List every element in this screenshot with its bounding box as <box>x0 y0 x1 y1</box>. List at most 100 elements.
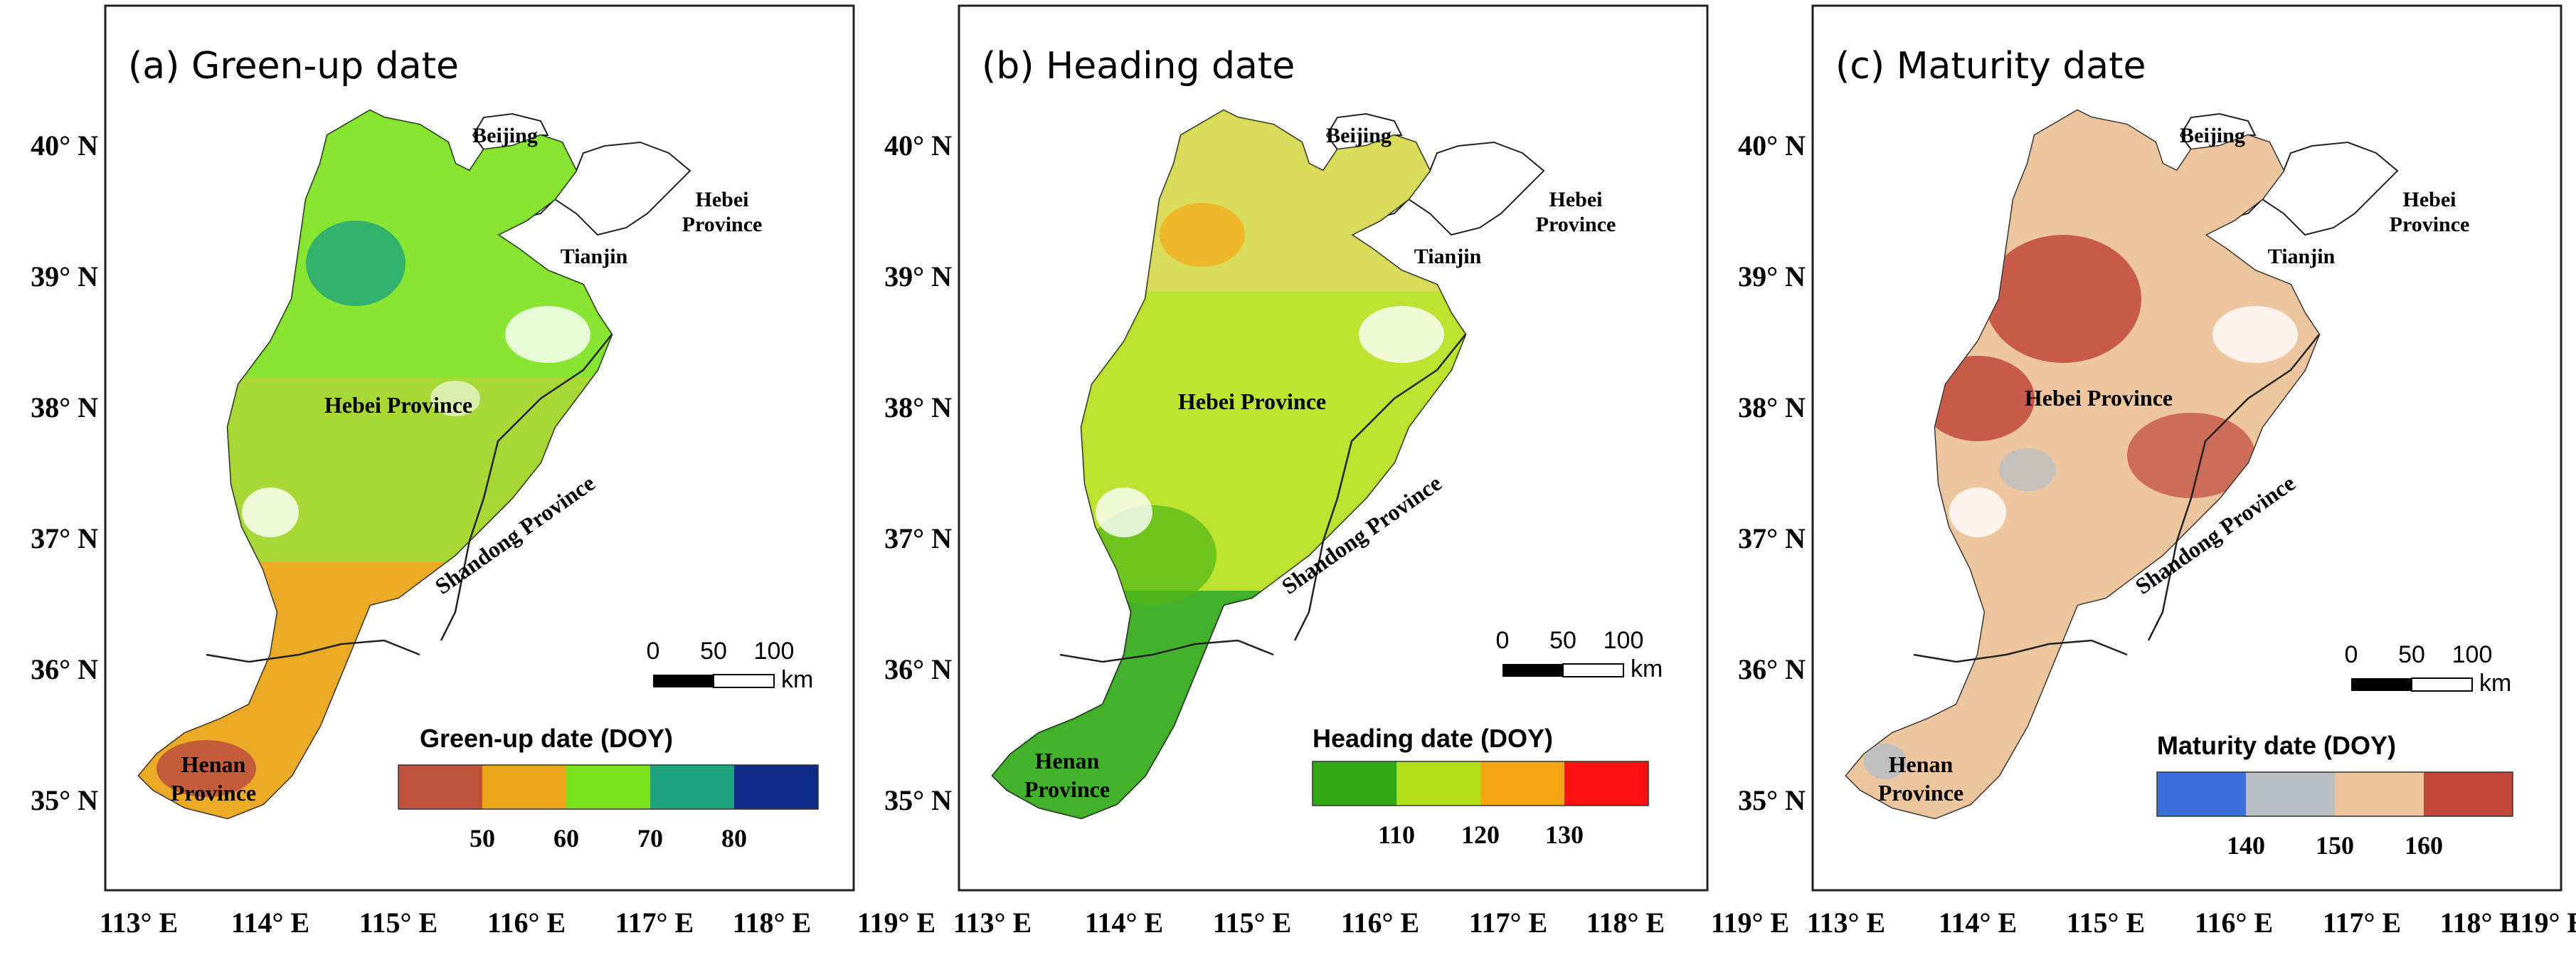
scale-unit: km <box>781 666 813 693</box>
label-hebei-small: Hebei <box>2403 188 2456 211</box>
lat-axis-labels: 40° N 39° N 38° N 37° N 36° N 35° N <box>1738 130 1806 816</box>
legend: Green-up date (DOY) 50 60 70 80 <box>398 724 819 853</box>
lat-label: 36° N <box>884 653 952 685</box>
label-hebei-small: Hebei <box>1549 188 1603 211</box>
map-patch-white <box>1949 487 2006 537</box>
panel-title: (a) Green-up date <box>128 45 459 88</box>
legend-tick: 70 <box>637 824 663 853</box>
henan-boundary <box>1913 639 2128 663</box>
map-patch-teal <box>306 221 406 306</box>
lon-axis-labels: 113° E 114° E 115° E 116° E 117° E 118° … <box>100 907 935 939</box>
legend-swatches <box>1312 761 1649 806</box>
legend-tick: 50 <box>470 824 495 853</box>
lon-label: 114° E <box>1939 907 2017 939</box>
legend-ticks: 50 60 70 80 <box>470 824 747 853</box>
legend-swatch <box>734 765 818 809</box>
label-hebei-small: Province <box>682 213 763 236</box>
legend-title: Maturity date (DOY) <box>2157 731 2396 760</box>
hebei-north-boundary <box>2261 141 2399 236</box>
lat-label: 40° N <box>1738 130 1806 162</box>
lon-label: 115° E <box>2067 907 2145 939</box>
legend-swatch <box>2246 772 2335 816</box>
label-tianjin: Tianjin <box>561 245 628 268</box>
shandong-boundary <box>1293 334 1466 641</box>
label-hebei-small: Hebei <box>696 188 749 211</box>
lat-label: 40° N <box>31 130 98 162</box>
legend-swatch <box>2335 772 2424 816</box>
label-henan: Province <box>1878 780 1963 806</box>
scale-tick: 50 <box>2398 641 2425 668</box>
lon-label: 113° E <box>953 907 1032 939</box>
legend-title: Green-up date (DOY) <box>420 724 673 753</box>
legend: Maturity date (DOY) 140 150 160 <box>2156 731 2513 860</box>
scale-tick: 100 <box>754 638 795 665</box>
label-tianjin: Tianjin <box>1414 245 1482 268</box>
lon-label: 118° E <box>733 907 811 939</box>
label-hebei-small: Province <box>1536 213 1616 236</box>
lon-label: 114° E <box>1085 907 1163 939</box>
lat-label: 37° N <box>1738 522 1806 554</box>
legend-swatch <box>1396 761 1480 806</box>
scale-bar: 0 50 100 km <box>1496 627 1663 682</box>
map-patch-white <box>2212 306 2298 363</box>
lon-label: 117° E <box>2323 907 2401 939</box>
lat-axis-labels: 40° N 39° N 38° N 37° N 36° N 35° N <box>884 130 952 816</box>
lon-label: 119° E <box>1711 907 1789 939</box>
lat-label: 38° N <box>884 391 952 423</box>
map-patch-white <box>242 487 299 537</box>
legend-swatch <box>2424 772 2513 816</box>
scale-tick: 0 <box>647 638 660 665</box>
map-patch-red <box>157 740 256 797</box>
lon-label: 118° E <box>1586 907 1665 939</box>
lat-label: 36° N <box>31 653 98 685</box>
lat-label: 40° N <box>884 130 952 162</box>
henan-boundary <box>1059 639 1274 663</box>
legend-tick: 120 <box>1461 821 1500 849</box>
label-henan: Henan <box>1035 748 1100 774</box>
lon-label: 116° E <box>487 907 566 939</box>
lat-label: 35° N <box>884 784 952 816</box>
lon-label: 115° E <box>359 907 438 939</box>
hebei-north-boundary <box>553 141 691 236</box>
legend-swatch <box>1480 761 1564 806</box>
label-beijing: Beijing <box>472 124 538 147</box>
lat-label: 39° N <box>1738 260 1806 292</box>
map-patch-white <box>1359 306 1444 363</box>
map-patch-white <box>1096 487 1152 537</box>
lon-label: 116° E <box>2195 907 2273 939</box>
label-beijing: Beijing <box>1326 124 1392 147</box>
label-hebei: Hebei Province <box>324 392 472 418</box>
legend-tick: 60 <box>553 824 579 853</box>
lon-label: 114° E <box>231 907 309 939</box>
legend-swatch <box>2157 772 2246 816</box>
legend-tick: 80 <box>721 824 747 853</box>
legend-tick: 150 <box>2316 831 2354 860</box>
scale-tick: 100 <box>1604 627 1644 654</box>
lat-axis-labels: 40° N 39° N 38° N 37° N 36° N 35° N <box>31 130 98 816</box>
legend-swatch <box>566 765 650 809</box>
scale-tick: 50 <box>1549 627 1576 654</box>
lon-label: 118° E <box>2440 907 2518 939</box>
label-hebei: Hebei Province <box>1178 389 1326 414</box>
scale-tick: 0 <box>2345 641 2358 668</box>
lon-label: 115° E <box>1213 907 1291 939</box>
label-hebei: Hebei Province <box>2025 385 2173 411</box>
panel-heading: (b) Heading date 40° N 39° N 38° N 37° N… <box>884 4 1789 939</box>
legend-swatch <box>650 765 734 809</box>
legend-swatch <box>1564 761 1648 806</box>
label-henan: Province <box>1024 776 1110 802</box>
scale-tick: 50 <box>700 638 727 665</box>
panel-green-up: (a) Green-up date 40° N 39° N 38° N 37° … <box>31 4 935 939</box>
panel-title: (c) Maturity date <box>1835 45 2146 88</box>
map-patch-white <box>505 306 590 363</box>
legend-swatch <box>398 765 482 809</box>
legend-tick: 130 <box>1545 821 1584 849</box>
lon-axis-labels: 113° E 114° E 115° E 116° E 117° E 118° … <box>1807 907 2576 939</box>
map-patch-orange <box>1160 203 1245 267</box>
panel-maturity: (c) Maturity date 40° N 39° N 38° N 37° … <box>1738 4 2576 939</box>
lat-label: 37° N <box>884 522 952 554</box>
shandong-boundary <box>2147 334 2320 641</box>
legend-tick: 160 <box>2405 831 2443 860</box>
legend: Heading date (DOY) 110 120 130 <box>1312 724 1649 849</box>
